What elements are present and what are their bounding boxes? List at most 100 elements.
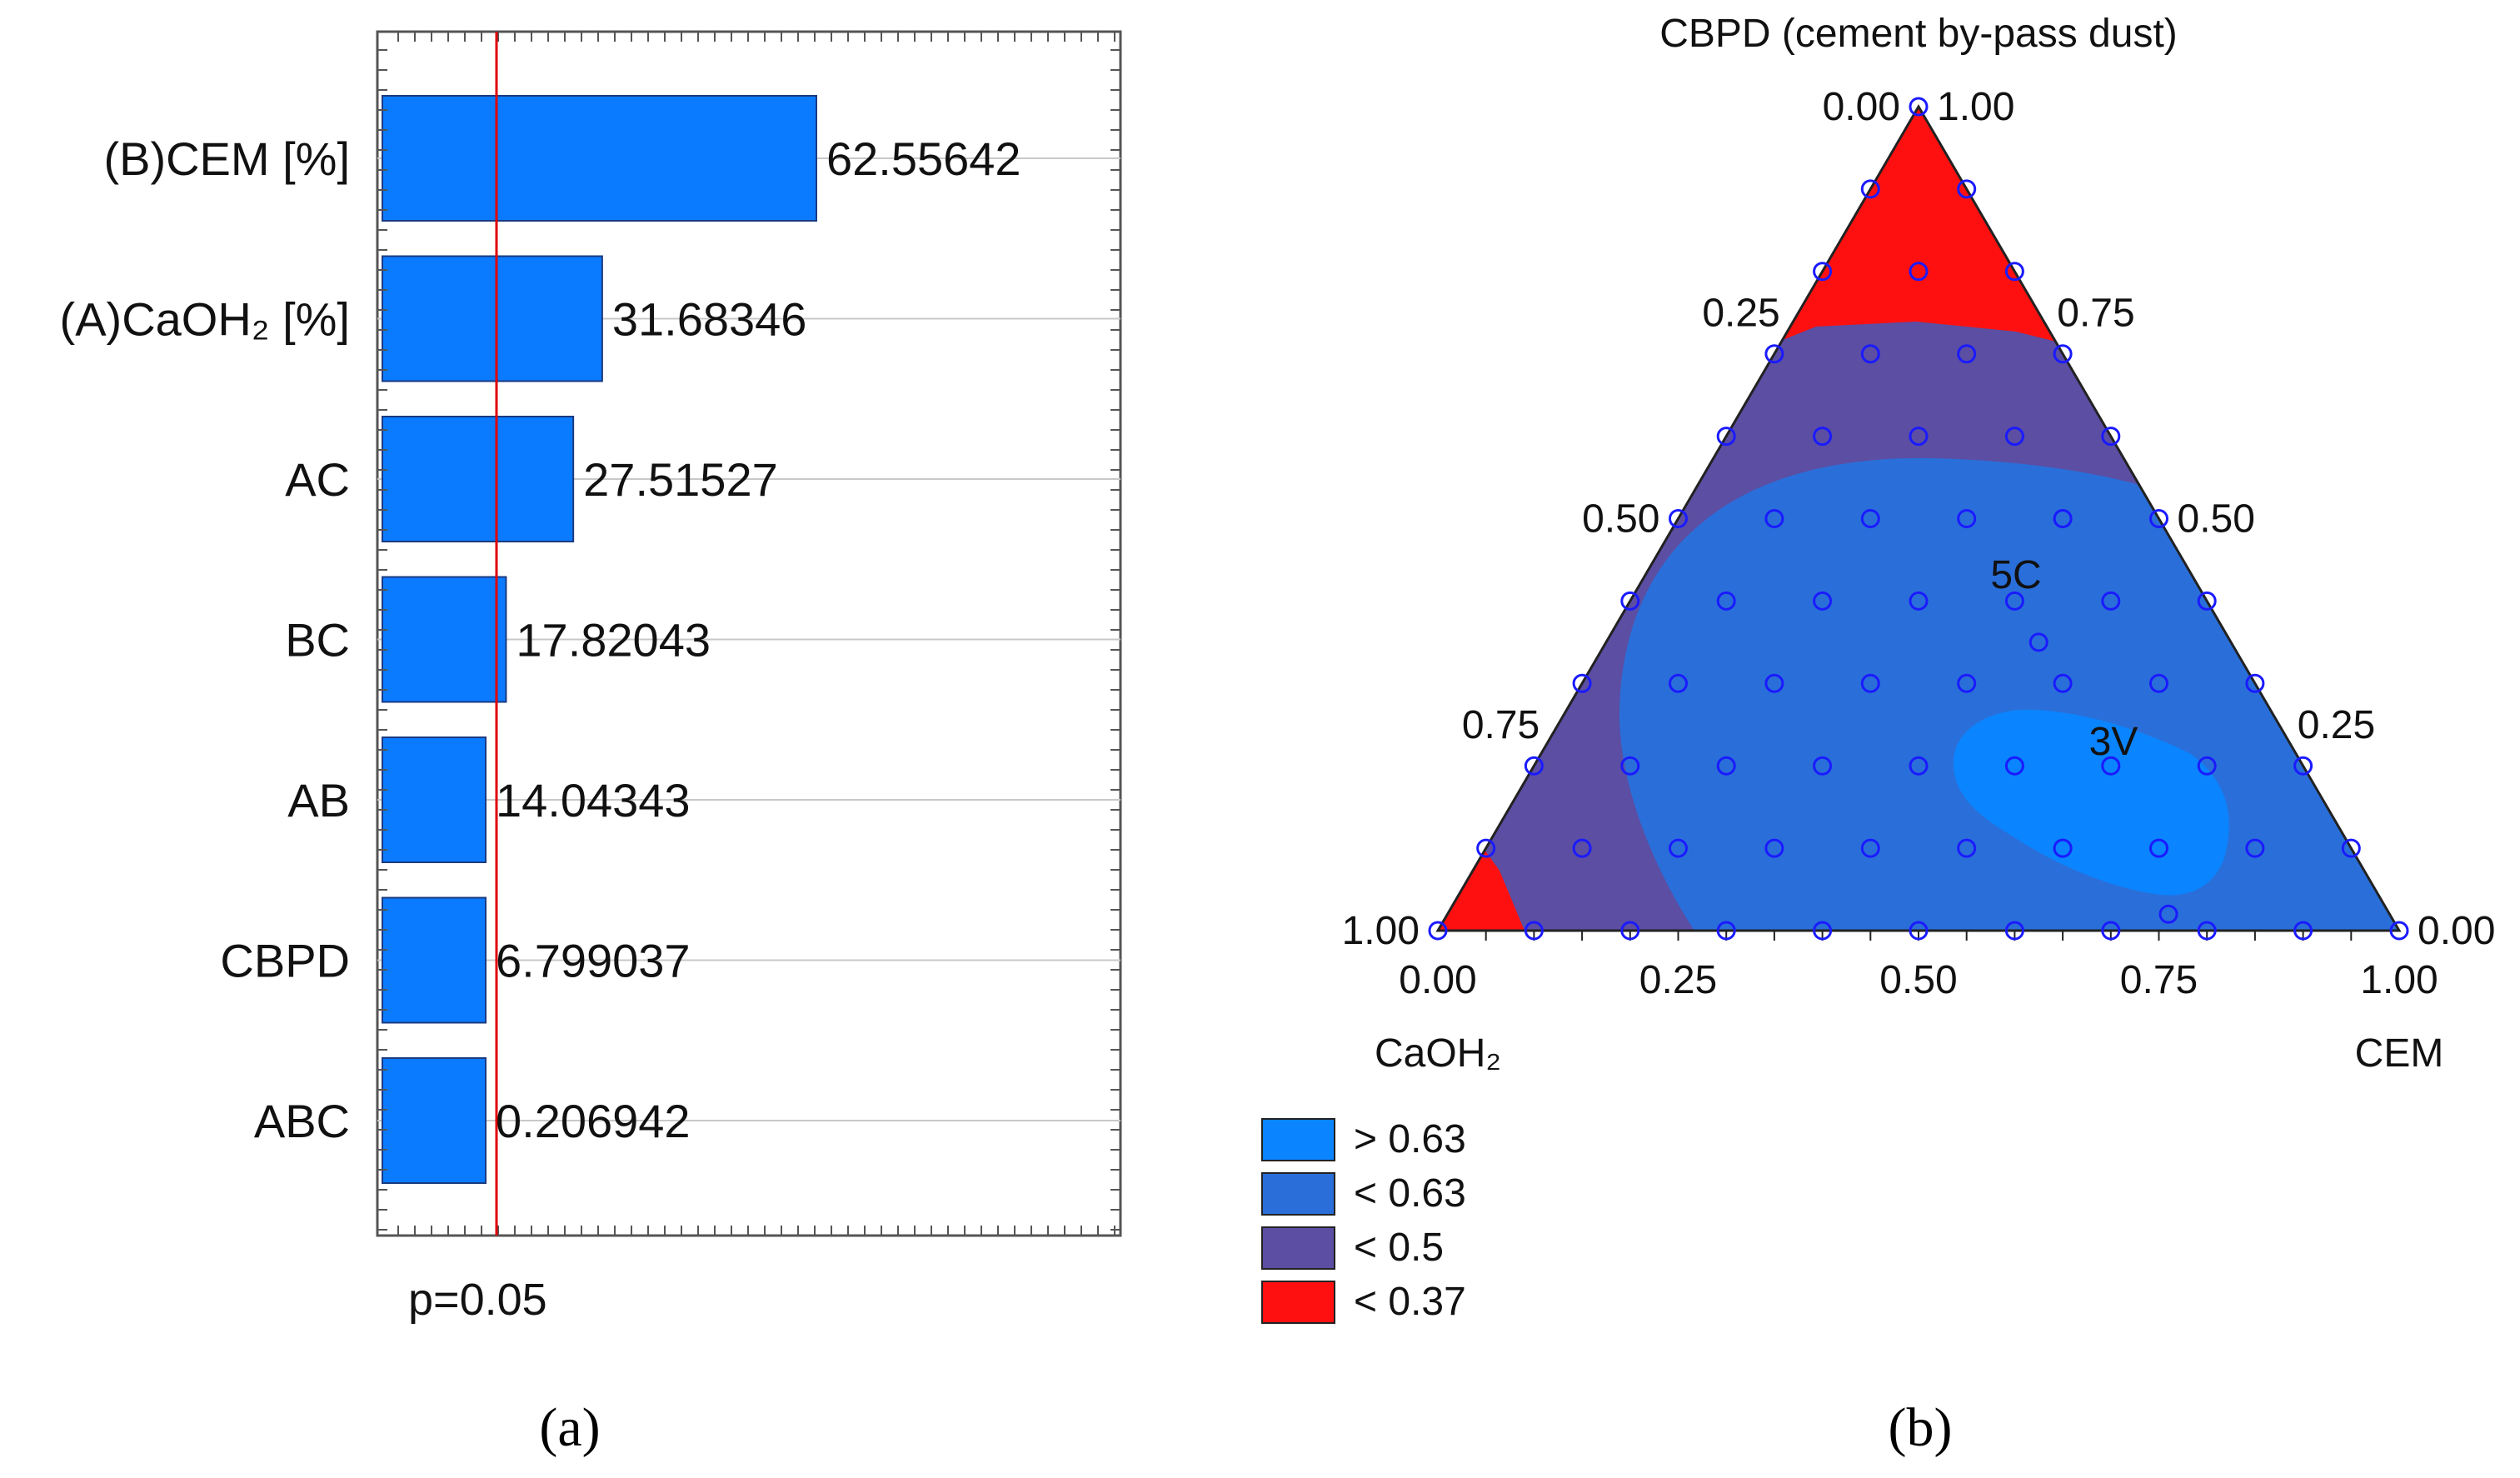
design-point bbox=[2101, 921, 2121, 941]
design-point bbox=[1669, 673, 1688, 693]
design-point bbox=[1909, 756, 1929, 776]
design-point bbox=[1860, 673, 1880, 693]
design-point bbox=[1909, 97, 1929, 117]
design-point bbox=[1716, 591, 1736, 611]
design-point bbox=[2004, 591, 2024, 611]
design-point bbox=[2245, 673, 2265, 693]
category-label: AB bbox=[287, 774, 350, 826]
design-point bbox=[1813, 756, 1833, 776]
legend-label: > 0.63 bbox=[1354, 1117, 1466, 1161]
legend-label: < 0.63 bbox=[1354, 1171, 1466, 1216]
category-label: ABC bbox=[254, 1095, 350, 1147]
design-point bbox=[1813, 262, 1833, 282]
legend-swatch bbox=[1261, 1172, 1335, 1216]
design-point bbox=[2004, 427, 2024, 447]
design-point bbox=[1620, 591, 1640, 611]
pareto-bars bbox=[382, 95, 817, 1184]
bottom-tick-label: 0.00 bbox=[1399, 958, 1476, 1002]
design-point bbox=[2293, 921, 2313, 941]
design-point bbox=[1716, 921, 1736, 941]
design-point bbox=[2028, 632, 2048, 652]
design-point bbox=[2197, 921, 2217, 941]
ternary-tick-labels: 0.00 0.25 0.50 0.75 1.00 1.00 0.75 0.50 0.25 0.00… bbox=[1342, 85, 2496, 1002]
value-label: 17.82043 bbox=[516, 614, 711, 667]
pareto-frame-ticks bbox=[377, 32, 1120, 1236]
left-edge-tick-label: 0.00 bbox=[1823, 85, 1900, 129]
design-point bbox=[1620, 921, 1640, 941]
panel-a-caption: (a) bbox=[539, 1397, 600, 1458]
design-point bbox=[2341, 838, 2361, 858]
legend-label: < 0.37 bbox=[1354, 1280, 1466, 1324]
value-label: 6.799037 bbox=[496, 935, 691, 987]
category-label: (A)CaOH₂ [%] bbox=[60, 293, 350, 346]
design-point bbox=[1716, 756, 1736, 776]
value-label: 0.206942 bbox=[496, 1095, 691, 1147]
design-point bbox=[1669, 838, 1688, 858]
bar bbox=[382, 576, 507, 703]
pareto-chart: (B)CEM [%] (A)CaOH₂ [%] AC BC AB CBPD ABC 62.5… bbox=[60, 30, 1122, 1458]
design-point bbox=[1669, 509, 1688, 528]
design-point bbox=[1860, 838, 1880, 858]
point-label-3v: 3V bbox=[2089, 720, 2138, 764]
right-edge-tick-label: 0.75 bbox=[2057, 291, 2134, 335]
design-points bbox=[1428, 97, 2409, 941]
design-point bbox=[1909, 427, 1929, 447]
design-point bbox=[1572, 838, 1592, 858]
left-edge-tick-label: 0.75 bbox=[1462, 703, 1539, 747]
design-point bbox=[1957, 673, 1977, 693]
design-point bbox=[2293, 756, 2313, 776]
category-label: (B)CEM [%] bbox=[103, 132, 350, 185]
design-point bbox=[1764, 509, 1784, 528]
bar bbox=[382, 1057, 487, 1184]
design-point bbox=[2004, 921, 2024, 941]
bar bbox=[382, 416, 575, 542]
left-edge-tick-label: 1.00 bbox=[1342, 909, 1420, 953]
ternary-plot: 0.00 0.25 0.50 0.75 1.00 1.00 0.75 0.50 0.25 0.00… bbox=[1261, 12, 2496, 1458]
value-label: 31.68346 bbox=[612, 293, 807, 346]
design-point bbox=[2101, 591, 2121, 611]
design-point bbox=[1572, 673, 1592, 693]
design-point bbox=[2197, 591, 2217, 611]
design-point bbox=[1957, 838, 1977, 858]
design-point bbox=[2053, 838, 2073, 858]
panel-b-caption: (b) bbox=[1889, 1397, 1953, 1458]
pareto-value-labels: 62.55642 31.68346 27.51527 17.82043 14.04343… bbox=[496, 132, 1021, 1147]
bottom-tick-label: 0.25 bbox=[1639, 958, 1717, 1002]
left-edge-tick-label: 0.50 bbox=[1582, 497, 1659, 542]
left-edge-tick-label: 0.25 bbox=[1702, 291, 1779, 335]
category-label: AC bbox=[285, 453, 350, 506]
design-point bbox=[1764, 838, 1784, 858]
design-point bbox=[1764, 673, 1784, 693]
design-point bbox=[2053, 344, 2073, 364]
contour-region-gt-0-63 bbox=[1954, 709, 2229, 896]
value-label: 62.55642 bbox=[826, 132, 1021, 185]
design-point bbox=[1476, 838, 1496, 858]
right-edge-tick-label: 0.25 bbox=[2298, 703, 2375, 747]
design-point bbox=[1909, 591, 1929, 611]
design-point bbox=[2149, 509, 2168, 528]
bar bbox=[382, 95, 817, 222]
legend-swatch bbox=[1261, 1281, 1335, 1324]
point-label-5c: 5C bbox=[1990, 553, 2041, 597]
left-vertex-axis-label: CaOH₂ bbox=[1375, 1031, 1501, 1076]
right-edge-tick-label: 0.00 bbox=[2418, 909, 2495, 953]
contour-region-lt-0-37-top bbox=[1783, 107, 2056, 342]
contour-region-lt-0-37-corner bbox=[1438, 850, 1524, 931]
bottom-tick-label: 0.75 bbox=[2120, 958, 2198, 1002]
legend-swatch bbox=[1261, 1118, 1335, 1161]
design-point bbox=[1620, 756, 1640, 776]
design-point bbox=[1860, 179, 1880, 199]
p-value-label: p=0.05 bbox=[408, 1275, 547, 1325]
value-label: 14.04343 bbox=[496, 774, 691, 826]
legend-swatch bbox=[1261, 1226, 1335, 1270]
design-point bbox=[1428, 921, 1448, 941]
design-point bbox=[2158, 904, 2178, 924]
design-point bbox=[1909, 262, 1929, 282]
design-point bbox=[2245, 838, 2265, 858]
legend-label: < 0.5 bbox=[1354, 1226, 1444, 1270]
design-point bbox=[2053, 509, 2073, 528]
contour-legend: > 0.63 < 0.63 < 0.5 < 0.37 bbox=[1261, 1117, 1466, 1324]
apex-axis-label: CBPD (cement by-pass dust) bbox=[1659, 12, 2178, 56]
design-point bbox=[2101, 756, 2121, 776]
